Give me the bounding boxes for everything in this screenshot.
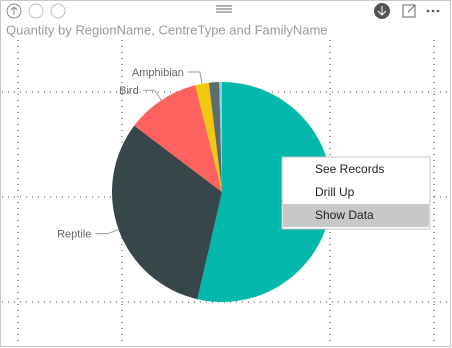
toolbar-right[interactable] [374, 3, 440, 19]
toolbar-left[interactable] [6, 3, 66, 19]
leader-line [95, 229, 119, 235]
menu-highlight [283, 204, 429, 227]
context-menu: See Records Drill Up Show Data [281, 156, 431, 230]
menu-item[interactable]: See Records [315, 162, 384, 176]
drag-handle[interactable] [216, 5, 232, 13]
leader-line [187, 71, 203, 84]
pie-slice[interactable] [195, 82, 222, 192]
pie-slice[interactable] [111, 125, 222, 300]
pie-slice[interactable] [134, 85, 222, 192]
pie-slice[interactable] [197, 82, 332, 303]
menu-item[interactable]: Drill Up [315, 185, 355, 199]
slice-label: Reptile [57, 229, 91, 241]
slice-label: Amphibian [132, 67, 184, 79]
pie-slice[interactable] [219, 82, 222, 192]
pie-slice[interactable] [208, 82, 222, 192]
menu-item[interactable]: Show Data [315, 208, 374, 222]
pie: Reptile Bird Amphibian [57, 67, 332, 303]
leader-line [142, 89, 162, 101]
chart-title: Quantity by RegionName, CentreType and F… [6, 22, 328, 37]
slice-label: Bird [119, 85, 139, 97]
